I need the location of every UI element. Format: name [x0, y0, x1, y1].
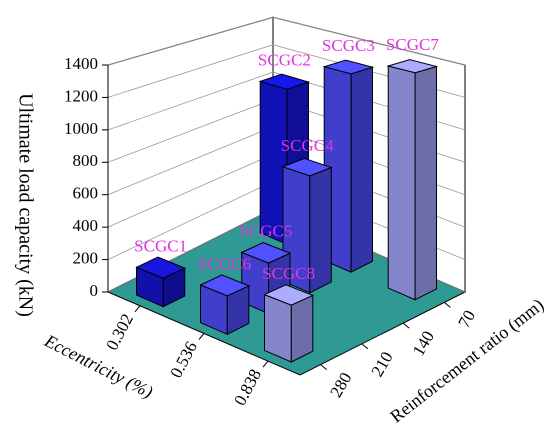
y-tick-label: 280: [326, 369, 355, 401]
x-axis-title: Eccentricity (%): [40, 330, 156, 403]
bar-top: [322, 59, 375, 75]
y-tick-label: 70: [454, 307, 479, 331]
bar-top: [199, 274, 251, 297]
bar-label: SCGC4: [281, 136, 334, 155]
z-tick-label: 600: [73, 184, 99, 203]
bar-label: SCGC7: [386, 35, 439, 54]
z-axis-title: Ultimate load capacity (kN): [14, 93, 36, 317]
y-tick-label: 140: [409, 328, 438, 360]
tick-mark: [402, 322, 410, 329]
z-tick-label: 400: [73, 216, 99, 235]
bar-face: [387, 65, 416, 301]
tick-mark: [134, 305, 141, 313]
tick-mark: [444, 301, 451, 308]
z-tick-label: 200: [73, 248, 99, 267]
bar-top: [281, 157, 333, 177]
bar-label: SCGC3: [322, 36, 375, 55]
z-tick-label: 800: [73, 151, 99, 170]
bar-top: [263, 284, 315, 306]
x-tick-label: 0.302: [102, 311, 137, 354]
tick-mark: [262, 360, 269, 368]
z-tick-label: 1000: [64, 119, 98, 138]
bar-label: SCGC2: [258, 51, 311, 70]
x-tick-label: 0.838: [230, 366, 265, 409]
tick-mark: [198, 333, 205, 340]
bar-label: SCGC5: [239, 222, 292, 241]
bar-face: [414, 65, 437, 301]
bar-top: [386, 59, 439, 74]
z-tick-label: 1200: [64, 86, 98, 105]
grid-line: [107, 16, 466, 66]
z-tick-label: 1400: [64, 54, 98, 73]
z-tick-label: 0: [90, 281, 99, 300]
bar-face: [350, 66, 373, 273]
tick-mark: [361, 343, 369, 350]
bar-top: [135, 256, 187, 279]
bar-label: SCGC6: [198, 254, 251, 273]
y-tick-label: 210: [368, 348, 397, 380]
x-tick-label: 0.536: [166, 338, 201, 381]
bar-top: [258, 73, 311, 90]
tick-mark: [320, 364, 327, 371]
bar-label: SCGC1: [134, 237, 187, 256]
bar-label: SCGC8: [262, 264, 315, 283]
bar-top: [240, 242, 292, 264]
bar-face: [264, 293, 292, 363]
bar-face: [290, 294, 314, 363]
